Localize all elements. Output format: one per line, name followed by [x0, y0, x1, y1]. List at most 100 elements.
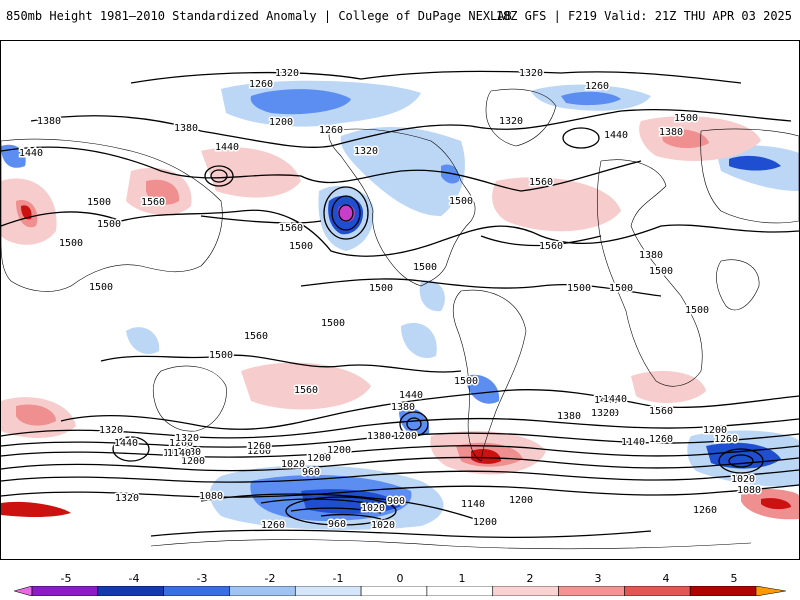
coast-europe-africa — [596, 159, 703, 387]
contour-label: 1500 — [685, 305, 709, 316]
contour-label: 1500 — [209, 350, 233, 361]
map-panel[interactable]: 1320 1320 1260 1260 1380 1380 1200 1260 1320 1320… — [0, 40, 800, 560]
contour-label: 960 — [302, 467, 320, 478]
contour-label: 1200 — [269, 117, 293, 128]
contour-label: 1140 — [461, 499, 485, 510]
contour-label: 1320 — [595, 408, 619, 419]
contour-960-antarctic — [290, 507, 382, 514]
contour-1560-north — [200, 215, 602, 247]
contour-label: 1560 — [141, 197, 165, 208]
contour-label: 1440 — [399, 390, 423, 401]
contour-1080-antarctic — [200, 493, 482, 522]
low-pacific-ring1 — [323, 186, 369, 240]
contour-1500-south — [60, 389, 799, 430]
contour-label: 1500 — [649, 266, 673, 277]
model-run-info: 18Z GFS | F219 Valid: 21Z THU APR 03 202… — [495, 9, 792, 23]
anomaly-pos-tibet-core — [21, 205, 32, 220]
anomaly-pos-south-america-peak — [471, 449, 501, 464]
contour-label: 1200 — [307, 453, 331, 464]
colorbar-segment — [492, 586, 559, 596]
contour-label: 1200 — [181, 456, 205, 467]
contour-label: 1200 — [327, 445, 351, 456]
anomaly-neg-north-pacific-core — [250, 89, 351, 115]
low-pacific-ring2 — [331, 195, 361, 231]
contour-1380-north — [30, 109, 792, 148]
coast-south-america — [452, 289, 527, 462]
contour-label: 1500 — [413, 262, 437, 273]
contour-label: 1380 — [177, 447, 201, 458]
contour-label: 1140 — [167, 448, 191, 459]
contour-label: 1440 — [594, 395, 618, 406]
contour-1140-south — [1, 484, 799, 498]
anomaly-pos-south-west-edge — [1, 501, 71, 517]
colorbar-label: -3 — [196, 572, 208, 585]
contour-label: 1560 — [294, 385, 318, 396]
coast-antarctica — [150, 539, 752, 550]
colorbar-segment — [163, 586, 230, 596]
contour-label: 1440 — [603, 394, 627, 405]
coast-asia — [1, 138, 223, 292]
contour-1200-bottom — [150, 529, 652, 539]
coast-india — [716, 259, 760, 311]
contour-label: 1500 — [449, 196, 473, 207]
anomaly-neg-south-america — [401, 322, 437, 358]
anomaly-neg-south-atlantic — [466, 374, 500, 404]
colorbar-arrow-left — [14, 586, 33, 596]
colorbar-label: 1 — [458, 572, 466, 585]
contour-1440-north — [1, 146, 642, 192]
anomaly-neg-sw-pacific — [399, 408, 430, 436]
colorbar-label: 2 — [526, 572, 534, 585]
contour-label: 960 — [328, 519, 346, 530]
contour-label: 1380 — [659, 127, 683, 138]
colorbar-segment — [31, 586, 99, 596]
coast-australia — [152, 365, 227, 432]
contour-label: 1380 — [367, 431, 391, 442]
contour-1260-south — [1, 456, 799, 472]
contour-label: 1500 — [87, 197, 111, 208]
colorbar-segment — [624, 586, 691, 596]
anomaly-pos-east-asia-core — [146, 179, 180, 205]
contour-label: 1500 — [369, 283, 393, 294]
anomaly-pos-southeast-core — [761, 498, 791, 510]
contour-label: 1140 — [621, 437, 645, 448]
colorbar-segment — [426, 586, 494, 596]
anomaly-neg-siberia-core — [729, 155, 781, 171]
contour-label: 1320 — [519, 68, 543, 79]
contour-label: 1320 — [591, 408, 615, 419]
contour-1500-north — [1, 209, 799, 257]
contour-1320-south — [1, 445, 799, 458]
contour-label: 1500 — [97, 219, 121, 230]
map-title: 850mb Height 1981–2010 Standardized Anom… — [6, 9, 512, 23]
contour-label: 1200 — [703, 425, 727, 436]
contour-label: 900 — [387, 496, 405, 507]
contour-label: 1260 — [585, 81, 609, 92]
positive-anomaly-shading — [1, 116, 799, 520]
colorbar-segment — [558, 586, 625, 596]
contour-1500-tropical — [300, 278, 662, 297]
low-greenland-ring — [562, 127, 600, 149]
anomaly-pos-scandinavia-core — [661, 129, 709, 149]
closed-lows — [112, 127, 764, 526]
low-tasman-ring — [112, 436, 150, 462]
colorbar-label: -2 — [264, 572, 276, 585]
contour-label: 1320 — [499, 116, 523, 127]
contour-label: 1380 — [174, 123, 198, 134]
contour-label: 1560 — [649, 406, 673, 417]
contour-label: 1260 — [714, 434, 738, 445]
contour-1320-north — [130, 70, 742, 84]
colorbar-segment — [689, 586, 757, 596]
coast-greenland — [485, 88, 557, 147]
contour-label: 1320 — [115, 493, 139, 504]
contour-label: 1440 — [215, 142, 239, 153]
colorbar-label: 4 — [662, 572, 670, 585]
contour-label: 1500 — [59, 238, 83, 249]
colorbar: -5 -4 -3 -2 -1 0 1 2 3 4 5 — [14, 572, 786, 600]
low-east-asia-ring1 — [204, 165, 234, 187]
colorbar-label: -1 — [332, 572, 344, 585]
contour-label: 1260 — [247, 446, 271, 457]
low-south-indian-ring1 — [718, 448, 764, 474]
contour-label: 1020 — [371, 520, 395, 531]
contour-1200-south — [1, 469, 799, 483]
